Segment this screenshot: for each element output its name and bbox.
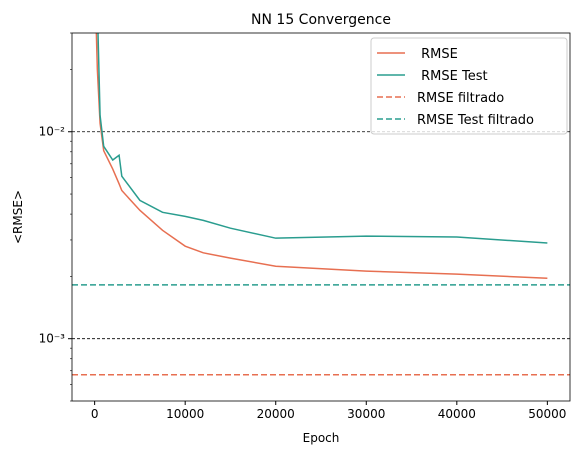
series-line (97, 33, 548, 244)
chart-title: NN 15 Convergence (251, 12, 391, 28)
axes-frame (71, 32, 571, 402)
y-axis-label: <RMSE> (11, 190, 25, 244)
y-tick-label: 10⁻³ (39, 332, 66, 346)
plot-area (72, 33, 570, 376)
x-axis-label: Epoch (303, 431, 340, 445)
x-tick-label: 50000 (528, 407, 566, 421)
x-tick-label: 40000 (438, 407, 476, 421)
x-tick-label: 30000 (347, 407, 385, 421)
legend-label: RMSE Test filtrado (417, 113, 534, 128)
x-tick-label: 20000 (257, 407, 295, 421)
legend-label: RMSE Test (417, 69, 488, 84)
x-tick-label: 10000 (166, 407, 204, 421)
legend-label: RMSE filtrado (417, 91, 504, 106)
y-tick-label: 10⁻² (39, 125, 66, 139)
legend-box (370, 37, 568, 135)
legend-label: RMSE (417, 47, 458, 62)
x-tick-label: 0 (91, 407, 99, 421)
